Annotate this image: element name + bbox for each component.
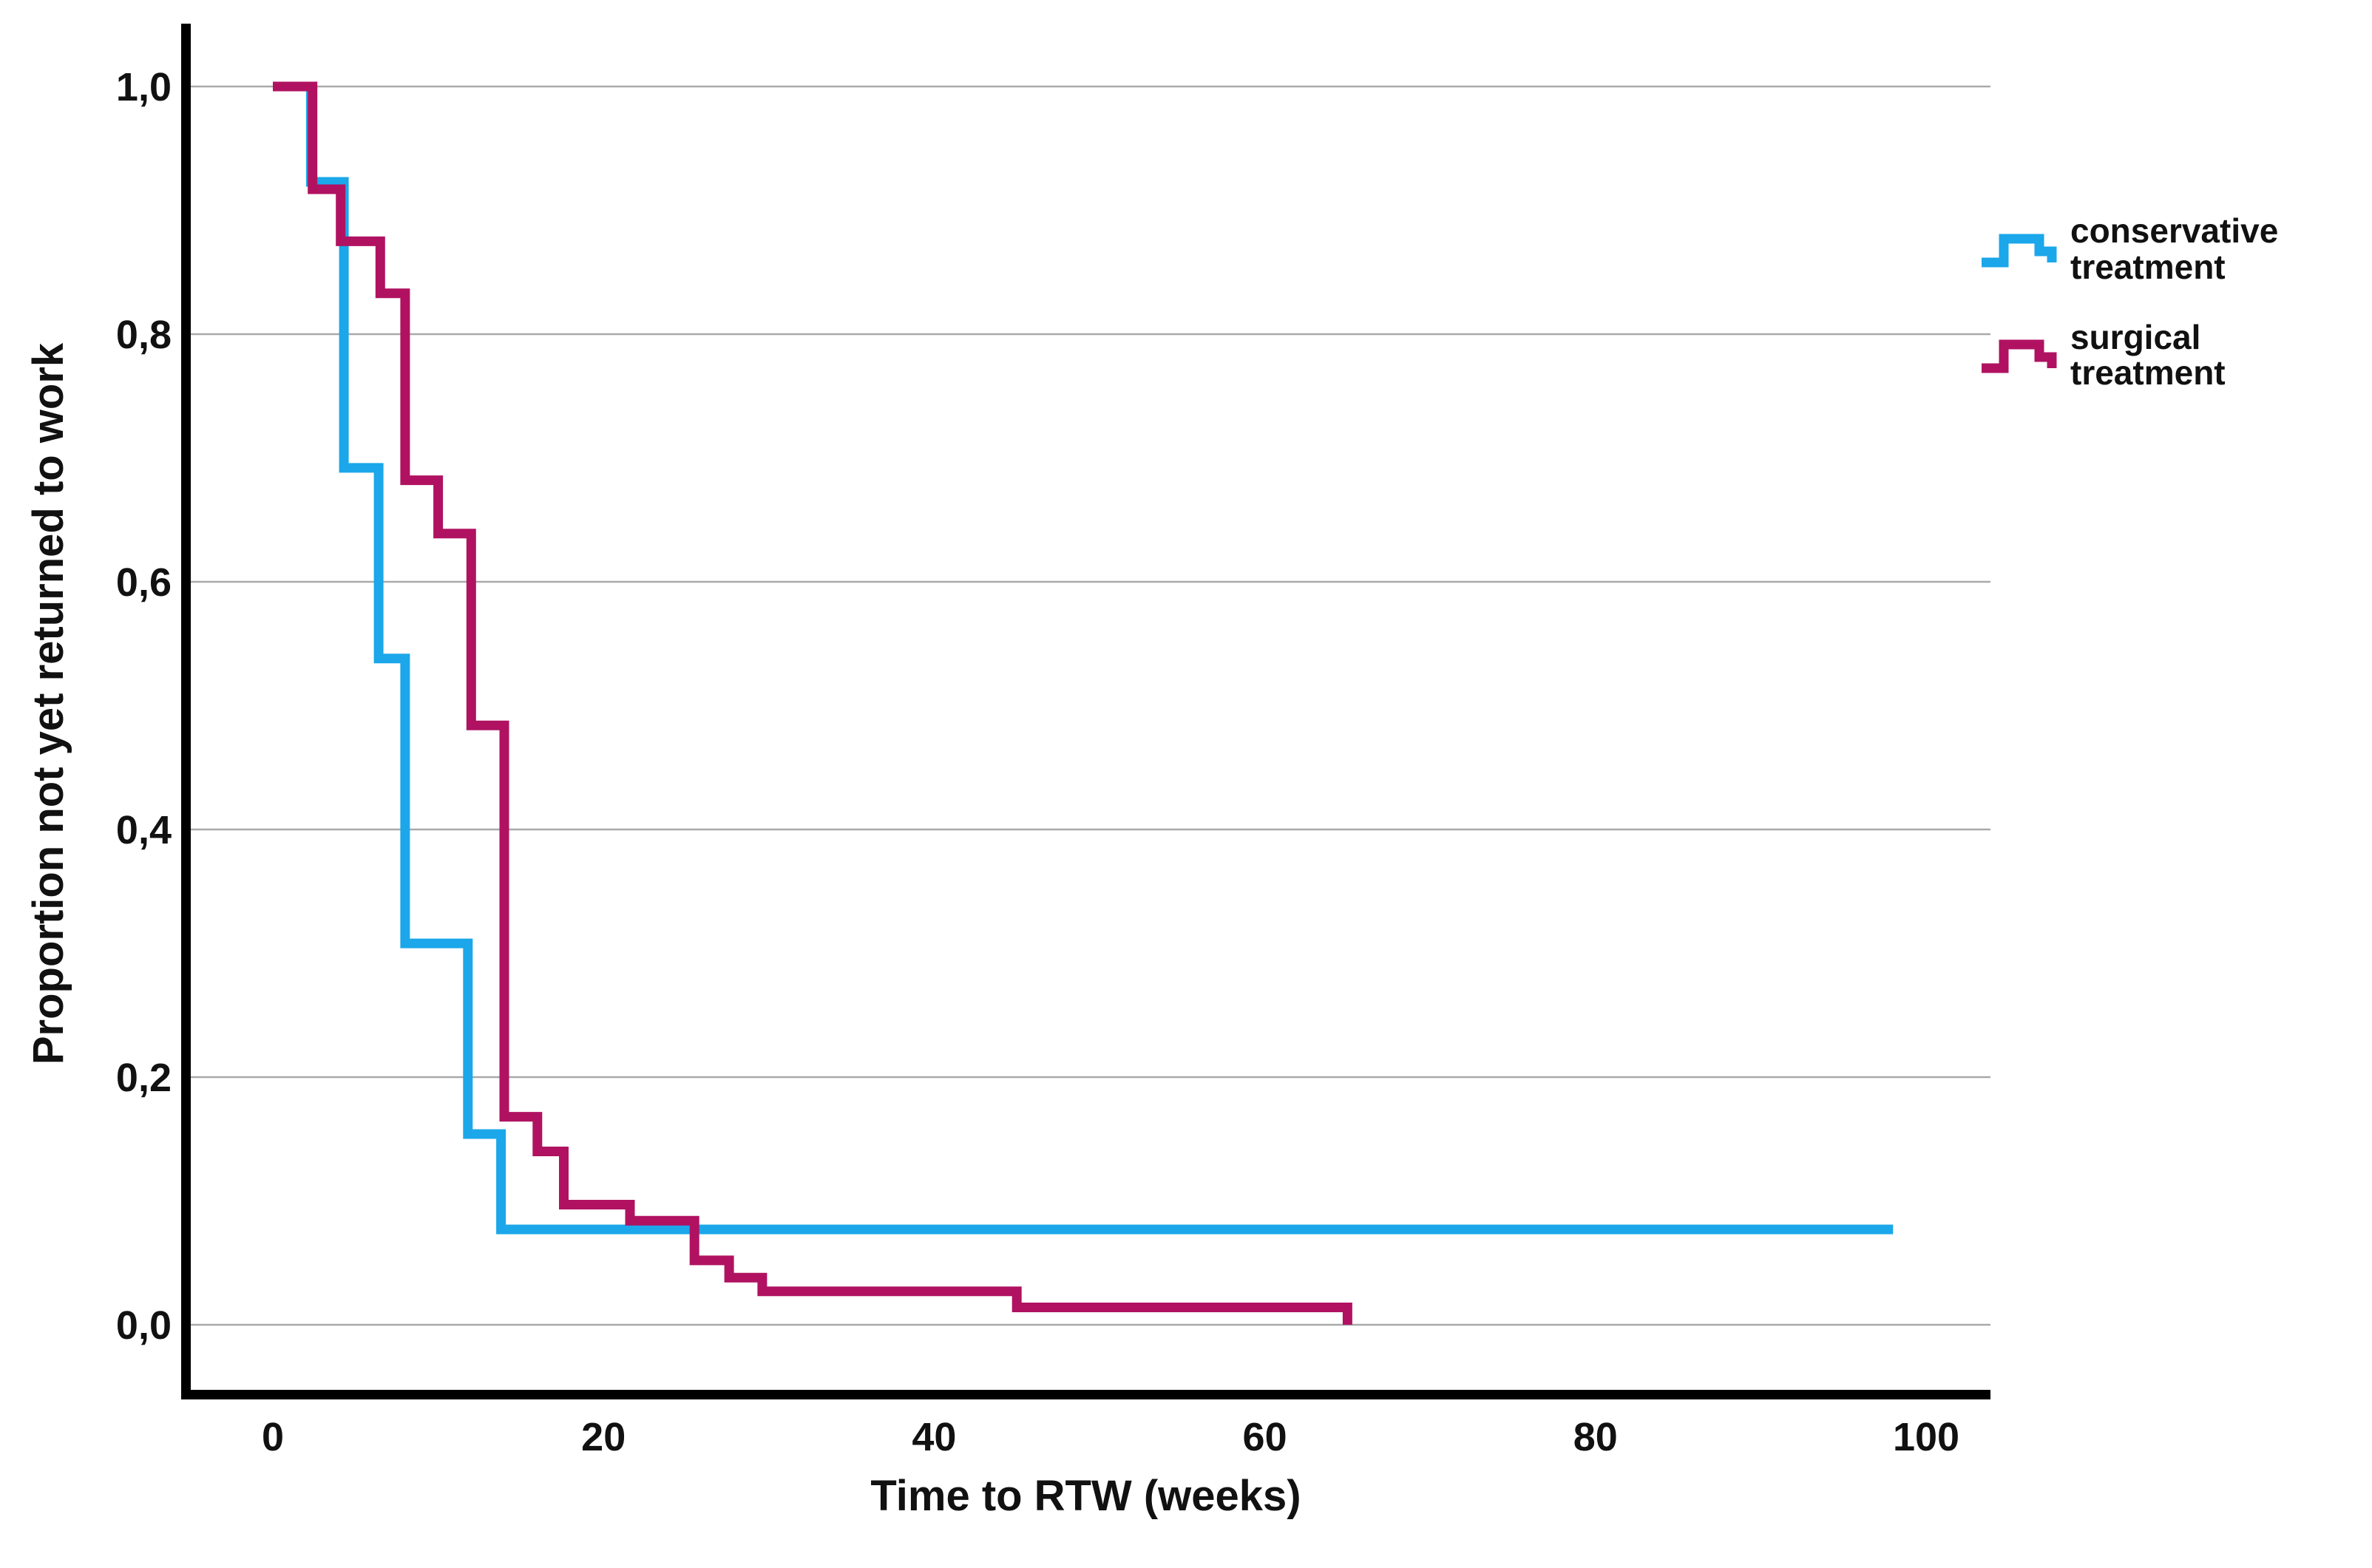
legend-label-line: conservative [2070,211,2279,250]
legend-label-line: treatment [2070,247,2226,286]
x-tick-label: 100 [1893,1415,1959,1459]
x-tick-label: 40 [912,1415,956,1459]
legend-label-line: surgical [2070,317,2201,356]
x-tick-label: 80 [1573,1415,1618,1459]
legend-label-line: treatment [2070,353,2226,393]
x-tick-label: 0 [262,1415,284,1459]
y-tick-label: 0,6 [116,560,172,605]
step-line-icon [1982,234,2057,268]
y-tick-label: 0,0 [116,1303,172,1348]
y-tick-label: 0,4 [116,808,172,852]
y-tick-label: 0,8 [116,313,172,357]
legend-item-surgical: surgical treatment [1980,319,2278,392]
x-axis-title: Time to RTW (weeks) [870,1472,1301,1520]
legend: conservative treatment surgical treatmen… [1980,213,2278,391]
series-surgical [273,81,1352,1325]
x-axis-spine [181,1390,1990,1399]
step-line-icon [1982,339,2057,373]
series-conservative [273,81,1894,1235]
y-axis-title: Proportion not yet returned to work [24,342,72,1065]
legend-label: conservative treatment [2070,213,2278,285]
legend-label: surgical treatment [2070,319,2226,392]
y-axis-spine [181,24,191,1399]
y-tick-label: 1,0 [116,65,172,109]
x-tick-label: 60 [1243,1415,1287,1459]
x-tick-label: 20 [581,1415,626,1459]
legend-item-conservative: conservative treatment [1980,213,2278,285]
y-tick-label: 0,2 [116,1056,172,1100]
